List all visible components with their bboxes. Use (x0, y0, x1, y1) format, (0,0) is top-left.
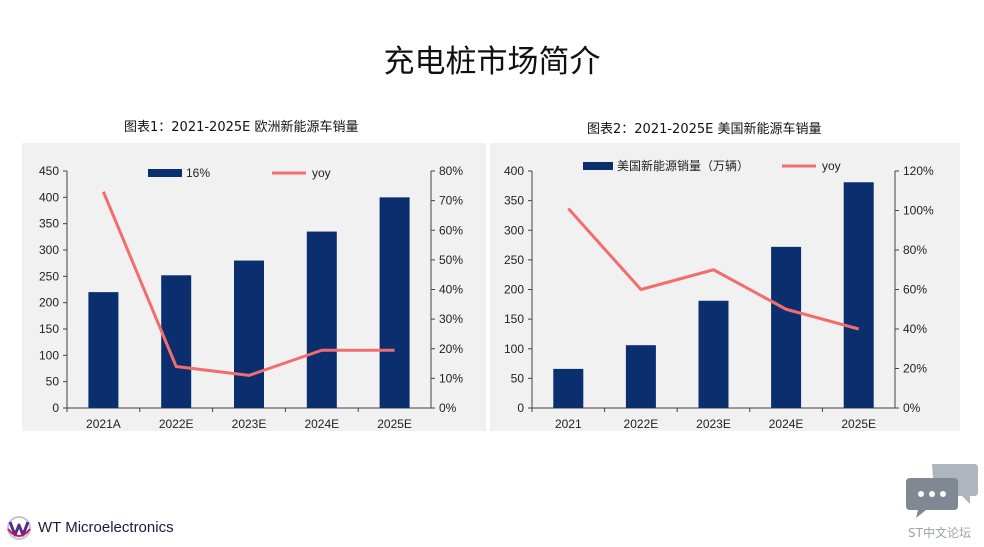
chart2-left-tick-label: 250 (504, 253, 524, 267)
chart2-legend-bar-label: 美国新能源销量（万辆） (617, 158, 749, 173)
chart1-left-tick-label: 100 (39, 348, 59, 362)
chart1-right-tick-label: 10% (439, 371, 463, 385)
chart1-left-tick-label: 350 (39, 217, 59, 231)
chart1-caption: 图表1：2021-2025E 欧洲新能源车销量 (124, 120, 359, 135)
chart1-bar (306, 231, 337, 408)
chart1-bar (379, 197, 410, 408)
chart1-left-tick-label: 450 (39, 164, 59, 178)
chart2-left-tick-label: 350 (504, 194, 524, 208)
chart2-right-tick-label: 0% (903, 401, 921, 415)
chart1-yoy-line (102, 191, 395, 377)
chat-bubbles-icon (906, 464, 978, 518)
chart1-left-tick-label: 150 (39, 322, 59, 336)
chart1-x-tick-label: 2022E (159, 417, 194, 431)
chart1-europe-ev-sales: 0 50 100 150 200 250 300 350 400 450 0% 10% 20% 30% 40… (22, 143, 486, 431)
chart1-x-tick-label: 2025E (377, 417, 412, 431)
chart1-left-tick-label: 250 (39, 269, 59, 283)
chart1-x-tick-label: 2023E (232, 417, 267, 431)
chart2-x-tick-label: 2022E (624, 417, 659, 431)
chart2-right-tick-label: 60% (903, 283, 927, 297)
chart2-right-tick-label: 40% (903, 322, 927, 336)
chart2-right-tick-label: 80% (903, 243, 927, 257)
chart2-bar (843, 182, 874, 408)
chart2-us-ev-sales: 0 50 100 150 200 250 300 350 400 0% 20% 40% 60% 80% 10… (490, 143, 960, 431)
chart1-right-tick-label: 60% (439, 223, 463, 237)
chart2-bar (771, 246, 802, 408)
chart2-bar (625, 345, 656, 408)
chart2-right-tick-label: 100% (903, 204, 934, 218)
chart2-yoy-line (567, 207, 860, 331)
chart2-x-tick-label: 2025E (841, 417, 876, 431)
chart2-left-tick-label: 400 (504, 164, 524, 178)
chart2-left-tick-label: 200 (504, 283, 524, 297)
chart1-right-tick-label: 30% (439, 312, 463, 326)
chart2-left-tick-label: 150 (504, 312, 524, 326)
chart2-x-tick-label: 2021 (555, 417, 582, 431)
chart1-left-tick-label: 400 (39, 190, 59, 204)
wt-logo-icon (7, 516, 31, 540)
chart1-legend-bar-label: 16% (186, 166, 210, 180)
forum-watermark: ST中文论坛 (902, 462, 984, 547)
chart1-right-tick-label: 0% (439, 401, 457, 415)
page-title: 充电桩市场简介 (383, 44, 601, 80)
chart1-right-tick-label: 40% (439, 283, 463, 297)
company-logo: WT Microelectronics (4, 513, 204, 543)
logo-text: WT Microelectronics (38, 519, 174, 536)
chart1-left-tick-label: 0 (52, 401, 59, 415)
chart1-left-tick-label: 50 (46, 375, 60, 389)
chart1-x-tick-label: 2024E (304, 417, 339, 431)
chart2-left-tick-label: 0 (517, 401, 524, 415)
chart2-caption: 图表2：2021-2025E 美国新能源车销量 (587, 122, 822, 137)
chart1-legend-line-label: yoy (312, 166, 331, 180)
chart2-x-tick-label: 2024E (769, 417, 804, 431)
chart2-legend-line-label: yoy (822, 159, 841, 173)
chart1-bar (234, 260, 264, 408)
chart1-x-tick-label: 2021A (86, 417, 121, 431)
chart1-right-tick-label: 70% (439, 194, 463, 208)
chart1-left-tick-label: 200 (39, 296, 59, 310)
chart1-bar (88, 292, 119, 408)
chart1-right-tick-label: 50% (439, 253, 463, 267)
forum-watermark-text: ST中文论坛 (908, 526, 971, 540)
chart1-legend-bar-swatch (148, 169, 182, 177)
chart2-left-tick-label: 100 (504, 342, 524, 356)
chart2-right-tick-label: 20% (903, 362, 927, 376)
chart2-bar (698, 300, 729, 408)
chart1-left-tick-label: 300 (39, 243, 59, 257)
chart1-right-tick-label: 20% (439, 342, 463, 356)
chart1-right-tick-label: 80% (439, 164, 463, 178)
chart2-bar (553, 368, 584, 408)
chart2-legend-bar-swatch (583, 162, 613, 170)
chart2-right-tick-label: 120% (903, 164, 934, 178)
chart2-left-tick-label: 300 (504, 223, 524, 237)
chart2-left-tick-label: 50 (511, 371, 525, 385)
chart2-x-tick-label: 2023E (696, 417, 731, 431)
